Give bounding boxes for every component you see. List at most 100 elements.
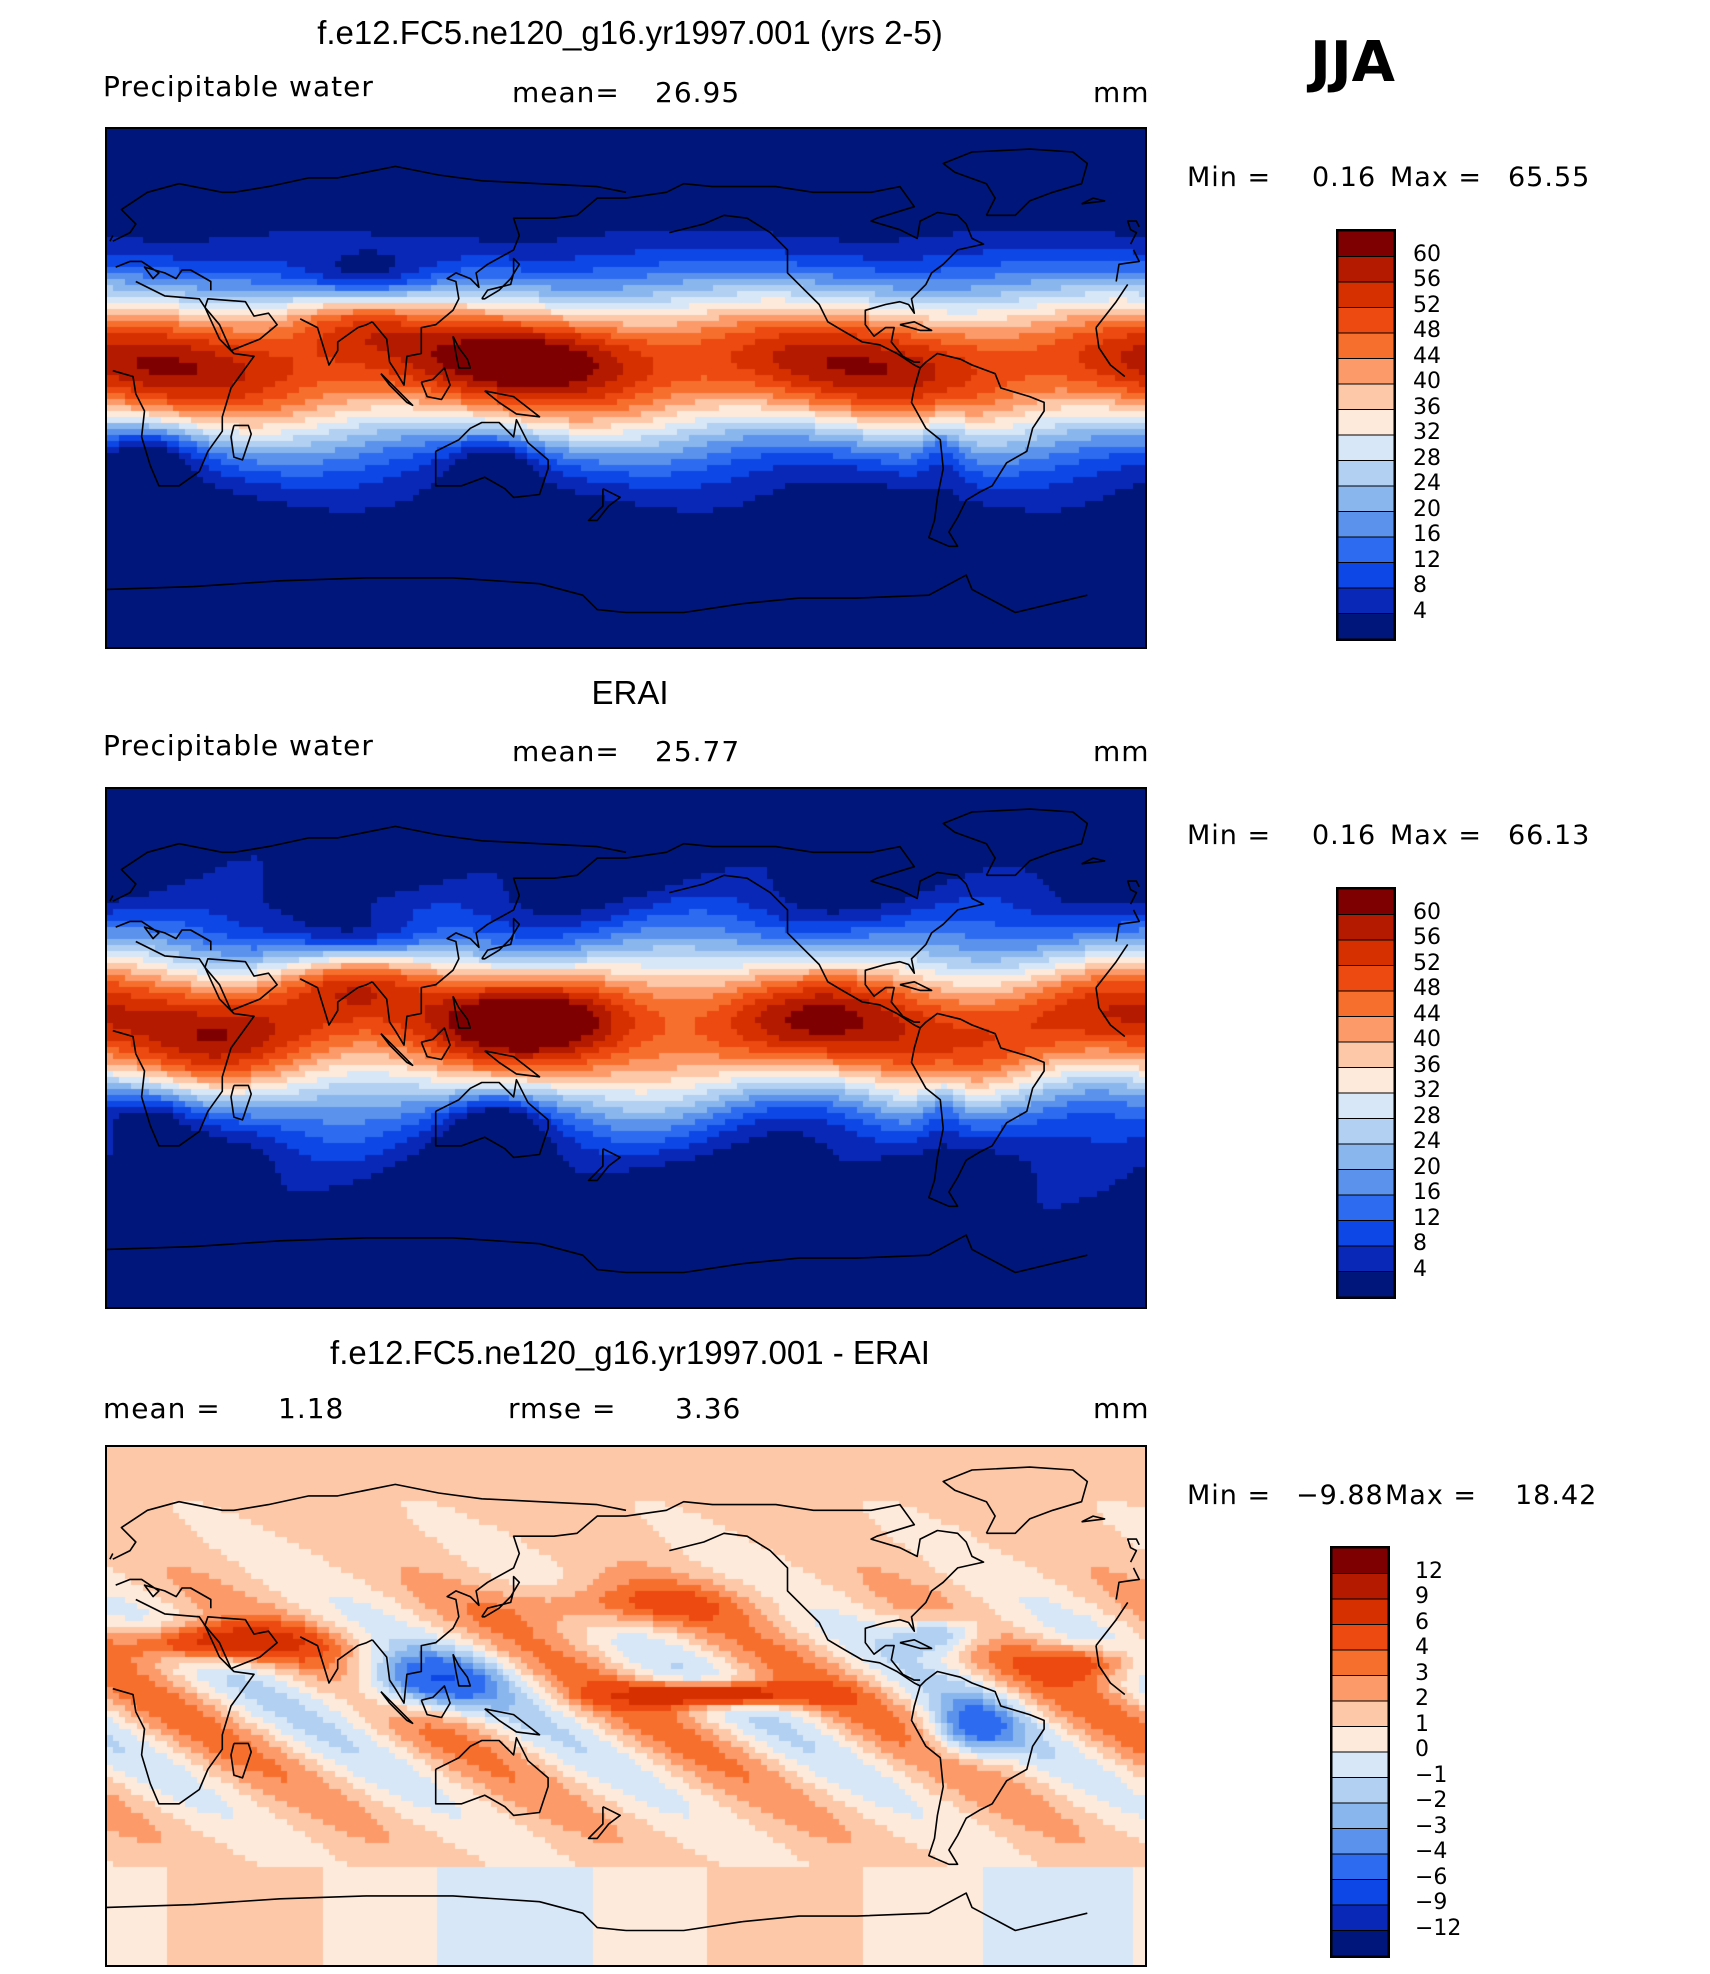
coastline bbox=[1081, 1515, 1106, 1523]
colorbar-swatch bbox=[1338, 460, 1394, 487]
colorbar-swatch bbox=[1332, 1675, 1388, 1702]
coastline bbox=[112, 940, 255, 1147]
colorbar-swatch bbox=[1338, 1245, 1394, 1272]
coastline bbox=[1095, 327, 1126, 378]
colorbar-tick-label: 28 bbox=[1413, 1103, 1441, 1129]
coastline bbox=[420, 1027, 451, 1061]
coastline bbox=[484, 390, 541, 418]
colorbar-swatch bbox=[1338, 332, 1394, 359]
panel-3-colorbar bbox=[1330, 1546, 1390, 1958]
coastline bbox=[380, 373, 414, 407]
coastline bbox=[107, 1237, 627, 1274]
coastline bbox=[669, 214, 921, 369]
colorbar-tick-label: 0 bbox=[1415, 1737, 1429, 1762]
coastline bbox=[112, 1483, 627, 1560]
coastline bbox=[380, 1033, 414, 1067]
coastline bbox=[587, 487, 622, 522]
colorbar-tick-label: 20 bbox=[1413, 1154, 1441, 1180]
coastline bbox=[1115, 249, 1140, 282]
colorbar-swatch bbox=[1338, 939, 1394, 966]
coastline bbox=[587, 1805, 622, 1840]
coastline bbox=[112, 165, 627, 242]
panel-2-colorbar-ticks: 60 56 52 48 44 40 36 32 28 24 20 16 12 8 4 bbox=[1413, 887, 1493, 1299]
colorbar-tick-label: −12 bbox=[1415, 1915, 1462, 1941]
coastline bbox=[420, 1685, 451, 1719]
coastline bbox=[626, 1234, 1088, 1274]
colorbar-tick-label: 9 bbox=[1415, 1584, 1429, 1609]
colorbar-swatch bbox=[1338, 1220, 1394, 1247]
colorbar-tick-label: 28 bbox=[1413, 445, 1441, 471]
panel-1-mean-value: 26.95 bbox=[655, 76, 741, 109]
panel-1-units: mm bbox=[1093, 76, 1150, 109]
colorbar-swatch bbox=[1338, 1118, 1394, 1145]
coastline bbox=[371, 857, 626, 1046]
colorbar-swatch bbox=[1338, 383, 1394, 410]
coastline bbox=[625, 1500, 985, 1681]
colorbar-swatch bbox=[1338, 587, 1394, 614]
coastline bbox=[1095, 1601, 1129, 1647]
coastline bbox=[1081, 857, 1106, 865]
coastline bbox=[481, 257, 521, 300]
colorbar-tick-label: 20 bbox=[1413, 496, 1441, 522]
coastline bbox=[626, 574, 1088, 614]
colorbar-tick-label: 2 bbox=[1415, 1686, 1429, 1711]
colorbar-tick-label: 16 bbox=[1413, 1180, 1441, 1205]
coastline bbox=[112, 280, 255, 487]
colorbar-swatch bbox=[1332, 1751, 1388, 1778]
colorbar-swatch bbox=[1332, 1598, 1388, 1625]
colorbar-tick-label: 36 bbox=[1413, 1052, 1441, 1078]
coastline bbox=[112, 1598, 255, 1805]
coastline bbox=[910, 1012, 1045, 1208]
coastline bbox=[452, 1653, 472, 1687]
coastline bbox=[484, 1050, 541, 1078]
coastline bbox=[371, 197, 626, 386]
colorbar-tick-label: 40 bbox=[1413, 369, 1441, 394]
colorbar-swatch bbox=[1338, 562, 1394, 589]
coastline bbox=[299, 1636, 373, 1684]
coastline bbox=[115, 1578, 212, 1609]
coastline bbox=[899, 981, 933, 992]
colorbar-swatch bbox=[1338, 914, 1394, 941]
colorbar-tick-label: 40 bbox=[1413, 1027, 1441, 1052]
colorbar-swatch bbox=[1332, 1573, 1388, 1600]
coastline bbox=[899, 1639, 933, 1650]
colorbar-swatch bbox=[1338, 358, 1394, 385]
colorbar-swatch bbox=[1338, 307, 1394, 334]
coastline bbox=[484, 1708, 541, 1736]
colorbar-swatch bbox=[1338, 231, 1394, 257]
panel-2-variable: Precipitable water bbox=[103, 729, 374, 762]
colorbar-swatch bbox=[1332, 1828, 1388, 1855]
coastline bbox=[1095, 943, 1129, 989]
colorbar-swatch bbox=[1332, 1649, 1388, 1676]
colorbar-tick-label: 56 bbox=[1413, 267, 1441, 292]
coastline bbox=[109, 235, 114, 242]
colorbar-tick-label: 12 bbox=[1413, 1205, 1441, 1231]
colorbar-swatch bbox=[1338, 1271, 1394, 1297]
colorbar-swatch bbox=[1338, 485, 1394, 512]
colorbar-tick-label: 16 bbox=[1413, 522, 1441, 547]
coastline bbox=[1095, 283, 1129, 329]
colorbar-tick-label: 36 bbox=[1413, 394, 1441, 420]
coastline bbox=[1115, 909, 1140, 942]
field-raster bbox=[107, 1447, 1145, 1965]
coastline bbox=[109, 895, 114, 902]
colorbar-tick-label: 32 bbox=[1413, 420, 1441, 445]
panel-3-rmse-value: 3.36 bbox=[675, 1392, 742, 1425]
colorbar-tick-label: 60 bbox=[1413, 899, 1441, 925]
colorbar-swatch bbox=[1332, 1930, 1388, 1956]
coastline bbox=[112, 825, 627, 902]
colorbar-swatch bbox=[1338, 1143, 1394, 1170]
coastline bbox=[109, 1553, 114, 1560]
coastline bbox=[910, 1670, 1045, 1866]
panel-2-title: ERAI bbox=[591, 674, 669, 711]
coastline bbox=[230, 1742, 252, 1779]
coastline bbox=[230, 1084, 252, 1121]
panel-1-min-value: 0.16 bbox=[1312, 162, 1377, 193]
coastline bbox=[204, 1616, 278, 1670]
colorbar-tick-label: 4 bbox=[1413, 598, 1427, 624]
colorbar-swatch bbox=[1338, 613, 1394, 639]
coastline bbox=[910, 352, 1045, 548]
coastline bbox=[942, 148, 1089, 217]
coastline bbox=[669, 874, 921, 1029]
colorbar-swatch bbox=[1338, 256, 1394, 283]
